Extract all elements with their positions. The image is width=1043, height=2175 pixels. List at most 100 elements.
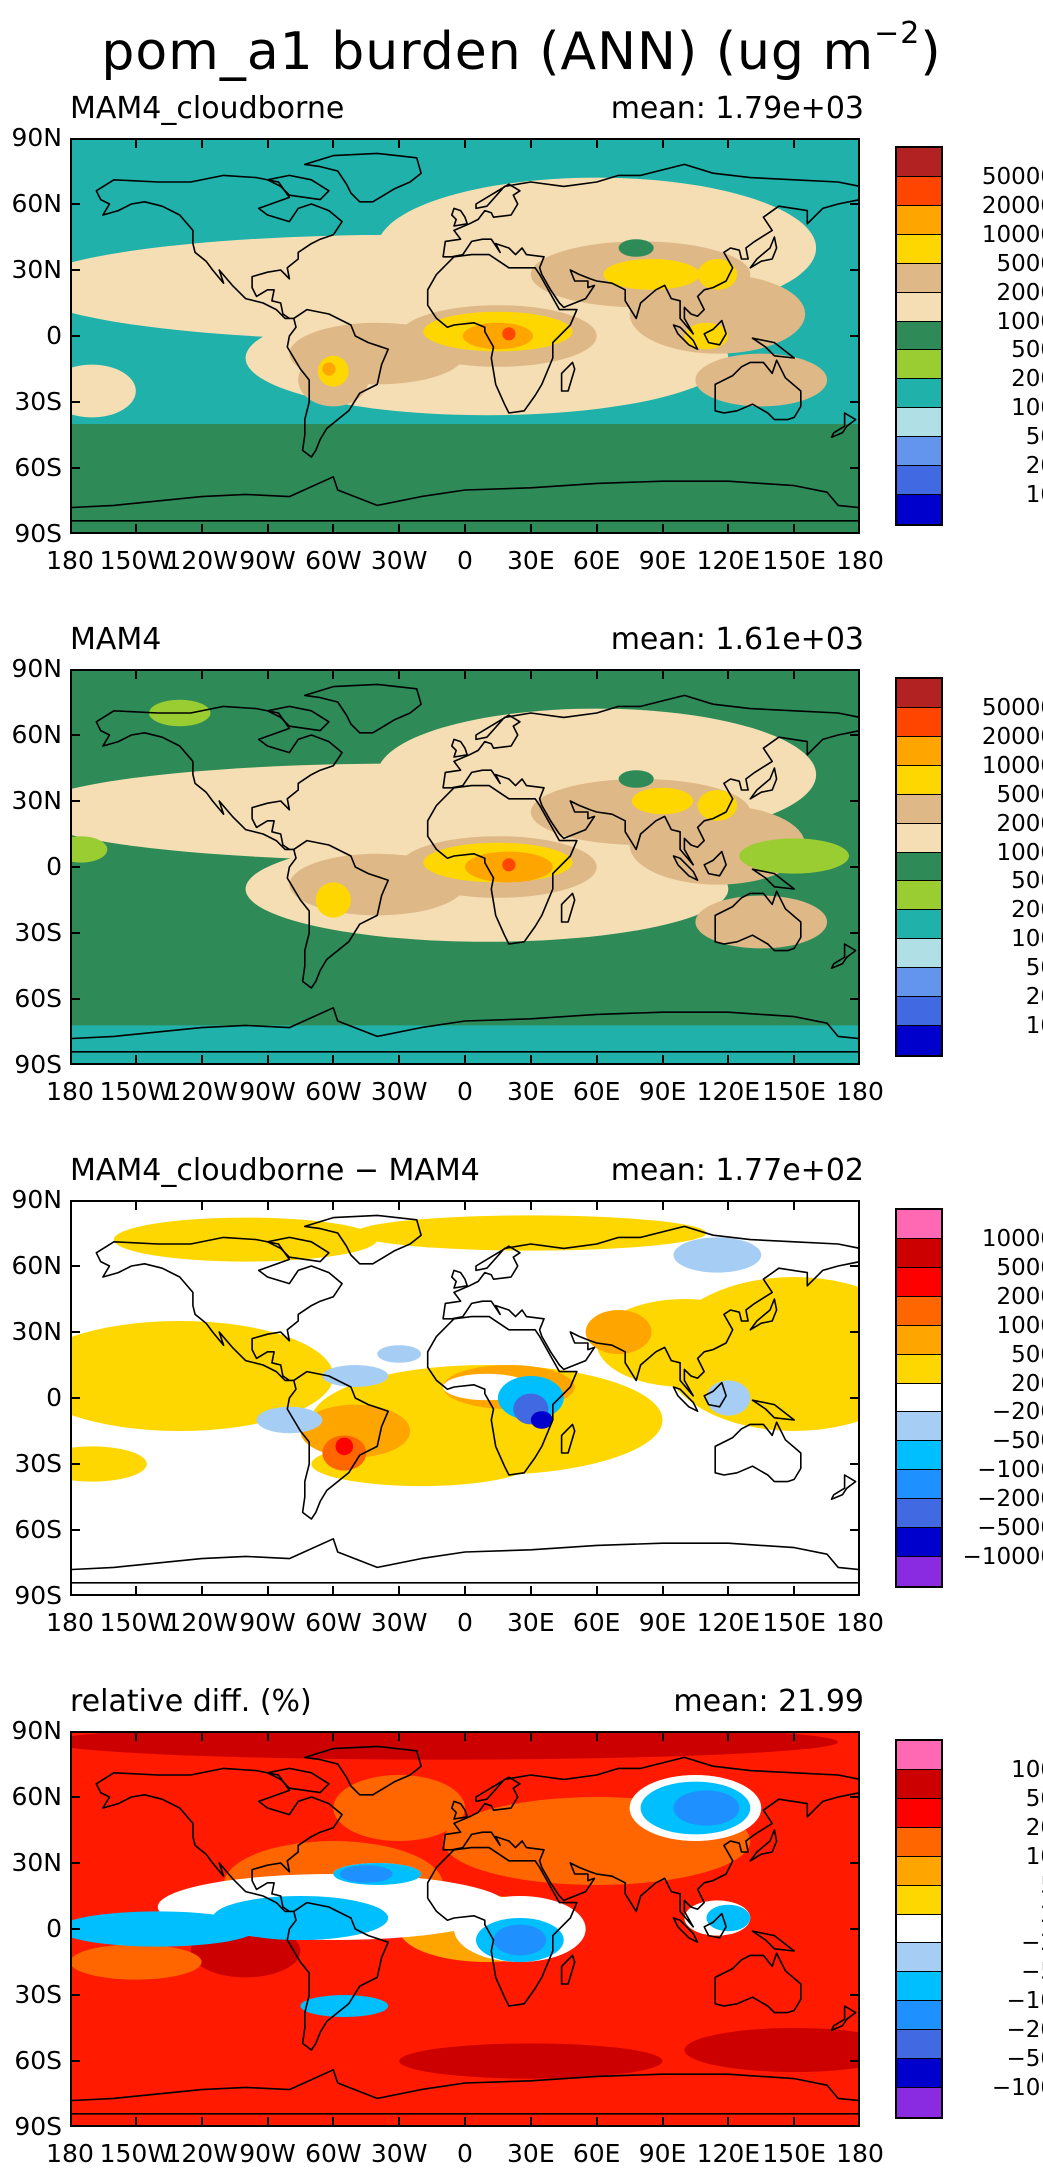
colorbar-label: −10 xyxy=(1006,1988,1043,2015)
latitude-tick xyxy=(850,1862,860,1864)
japan-coastline xyxy=(749,236,778,269)
colorbar-swatch xyxy=(897,321,941,351)
colorbar-label: −2 xyxy=(1021,1930,1043,1957)
colorbar-swatch xyxy=(897,1238,941,1268)
filled-contour-map xyxy=(72,671,858,1063)
longitude-label: 120W xyxy=(165,1608,238,1637)
borneo-coastline xyxy=(703,1381,727,1408)
latitude-label: 60S xyxy=(14,453,62,482)
longitude-label: 60E xyxy=(572,546,621,575)
latitude-tick xyxy=(70,269,80,271)
longitude-tick xyxy=(266,669,269,679)
longitude-label: 0 xyxy=(457,2139,473,2168)
longitude-label: 120W xyxy=(165,1077,238,1106)
longitude-label: 180 xyxy=(46,1608,94,1637)
longitude-tick xyxy=(661,1055,664,1065)
panel-title: MAM4_cloudborne xyxy=(70,91,345,126)
japan-coastline xyxy=(749,1298,778,1331)
colorbar-swatch xyxy=(897,1210,941,1239)
colorbar-swatch xyxy=(897,1798,941,1828)
latitude-label: 0 xyxy=(46,1914,62,1943)
latitude-label: 90N xyxy=(11,1185,62,1214)
latitude-label: 90S xyxy=(14,519,62,548)
latitude-label: 90S xyxy=(14,1050,62,1079)
longitude-tick xyxy=(793,524,796,534)
map-plot xyxy=(70,138,860,534)
panel-mean: mean: 21.99 xyxy=(673,1684,864,1719)
longitude-tick xyxy=(398,1586,401,1596)
latitude-label: 60S xyxy=(14,984,62,1013)
north-america-coastline xyxy=(95,1236,343,1382)
longitude-tick xyxy=(793,2117,796,2127)
longitude-tick xyxy=(464,524,466,534)
latitude-tick xyxy=(70,1397,80,1399)
filled-contour-map xyxy=(72,1733,858,2125)
latitude-tick xyxy=(70,401,80,403)
latitude-tick xyxy=(850,1796,860,1798)
longitude-tick xyxy=(134,669,137,679)
latitude-label: 60N xyxy=(11,1251,62,1280)
colorbar-label: 100 xyxy=(1011,926,1043,953)
colorbar-label: 50000 xyxy=(981,163,1043,190)
latitude-tick xyxy=(850,1463,860,1465)
longitude-label: 60E xyxy=(572,1608,621,1637)
longitude-tick xyxy=(332,1055,335,1065)
longitude-tick xyxy=(661,1731,664,1741)
longitude-label: 30W xyxy=(370,1608,428,1637)
north-america-coastline xyxy=(95,1767,343,1913)
colorbar-label: 20000 xyxy=(981,723,1043,750)
new-zealand-coastline xyxy=(830,943,857,970)
latitude-label: 30S xyxy=(14,1449,62,1478)
map-plot xyxy=(70,669,860,1065)
longitude-tick xyxy=(464,669,466,679)
longitude-tick xyxy=(727,1055,730,1065)
longitude-tick xyxy=(793,669,796,679)
longitude-tick xyxy=(595,1586,598,1596)
new-guinea-coastline xyxy=(751,337,796,359)
longitude-tick xyxy=(398,1731,401,1741)
longitude-tick xyxy=(727,2117,730,2127)
colorbar-swatch xyxy=(897,1441,941,1471)
longitude-tick xyxy=(529,524,532,534)
longitude-tick xyxy=(200,1055,203,1065)
colorbar-swatch xyxy=(897,1026,941,1055)
colorbar xyxy=(895,146,943,526)
longitude-label: 60E xyxy=(572,1077,621,1106)
latitude-tick xyxy=(850,1994,860,1996)
longitude-label: 180 xyxy=(836,1608,884,1637)
latitude-tick xyxy=(850,269,860,271)
longitude-tick xyxy=(793,138,796,148)
longitude-label: 120W xyxy=(165,2139,238,2168)
longitude-tick xyxy=(595,1731,598,1741)
longitude-tick xyxy=(464,1586,466,1596)
latitude-label: 90N xyxy=(11,123,62,152)
australia-coastline xyxy=(714,359,802,421)
madagascar-coastline xyxy=(560,1954,576,1985)
colorbar-label: 20 xyxy=(1025,984,1043,1011)
colorbar-label: 5000 xyxy=(996,781,1043,808)
longitude-tick xyxy=(134,1586,137,1596)
longitude-tick xyxy=(793,1731,796,1741)
sumatra-coastline xyxy=(672,324,699,350)
borneo-coastline xyxy=(703,850,727,877)
latitude-tick xyxy=(850,1331,860,1333)
colorbar-label: 50 xyxy=(1025,1785,1043,1812)
longitude-tick xyxy=(266,138,269,148)
colorbar-swatch xyxy=(897,736,941,766)
madagascar-coastline xyxy=(560,361,576,392)
eurasia-coastline xyxy=(442,1225,858,1397)
longitude-tick xyxy=(529,1586,532,1596)
colorbar-label: −2000 xyxy=(977,1486,1043,1513)
antarctica-coastline xyxy=(72,1006,858,1053)
colorbar-label: 20000 xyxy=(981,192,1043,219)
colorbar-swatch xyxy=(897,292,941,322)
longitude-label: 90E xyxy=(638,546,687,575)
colorbar-swatch xyxy=(897,968,941,998)
longitude-tick xyxy=(332,1200,335,1210)
latitude-tick xyxy=(70,2060,80,2062)
longitude-tick xyxy=(266,1055,269,1065)
north-america-coastline xyxy=(95,705,343,851)
colorbar-swatch xyxy=(897,765,941,795)
panel-mean: mean: 1.61e+03 xyxy=(610,622,864,657)
longitude-tick xyxy=(332,138,335,148)
